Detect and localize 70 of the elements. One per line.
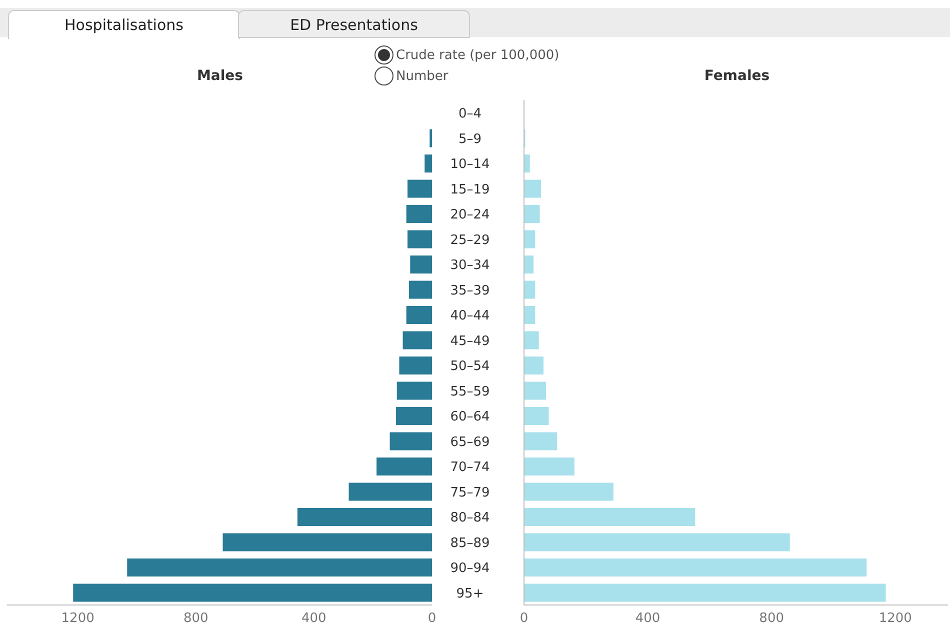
x-tick-label: 0 — [428, 611, 436, 626]
bar — [524, 508, 696, 526]
bar — [524, 458, 574, 476]
bar — [402, 331, 432, 350]
bar — [73, 584, 432, 602]
y-tick-label: 65–69 — [450, 434, 490, 450]
tab: ED Presentations — [238, 10, 470, 38]
bar — [406, 205, 432, 223]
y-tick-label: 95+ — [456, 586, 484, 602]
y-tick-label: 0–4 — [458, 106, 482, 122]
x-tick-label: 800 — [183, 611, 208, 626]
y-tick-label: 5–9 — [458, 132, 482, 147]
bar — [408, 230, 432, 248]
y-tick-label: 20–24 — [450, 208, 490, 223]
y-tick-label: 90–94 — [450, 561, 490, 576]
bar — [524, 558, 867, 576]
text: Number — [396, 68, 448, 84]
bar — [524, 306, 536, 324]
y-tick-label: 60–64 — [450, 410, 490, 425]
y-tick-label: 70–74 — [450, 460, 490, 476]
y-tick-label: 40–44 — [450, 308, 490, 324]
tab: Hospitalisations — [8, 10, 240, 39]
bar — [390, 432, 432, 450]
y-tick-label: 55–59 — [450, 384, 490, 400]
y-tick-label: 45–49 — [450, 334, 490, 349]
bar — [524, 482, 614, 501]
y-tick-label: 10–14 — [450, 157, 490, 172]
bar — [424, 154, 432, 172]
bar — [524, 432, 558, 450]
bar — [524, 154, 530, 172]
x-tick-label: 0 — [520, 611, 528, 626]
bar — [524, 230, 536, 248]
bar — [396, 407, 432, 425]
bar — [524, 533, 790, 552]
bar — [399, 356, 432, 374]
x-tick-label: 800 — [759, 611, 784, 626]
bar — [406, 306, 432, 324]
bar — [297, 508, 432, 526]
bar — [524, 205, 540, 223]
bar — [524, 331, 539, 350]
y-tick-label: 75–79 — [450, 485, 490, 500]
y-tick-label: 25–29 — [450, 232, 490, 248]
text: Crude rate (per 100,000) — [396, 48, 560, 62]
bar — [524, 407, 549, 425]
y-tick-label: 85–89 — [450, 536, 490, 551]
chart-title: Females — [704, 68, 770, 84]
bar — [524, 584, 886, 602]
y-tick-label: 50–54 — [450, 359, 490, 374]
x-tick-label: 400 — [635, 611, 660, 626]
chart-title: Males — [196, 68, 243, 84]
y-tick-label: 35–39 — [450, 283, 490, 298]
bar — [127, 558, 432, 576]
bar — [376, 458, 432, 476]
bar — [524, 180, 542, 198]
bar — [408, 180, 432, 198]
bar — [524, 356, 544, 374]
x-tick-label: 400 — [302, 611, 326, 626]
bar — [348, 482, 432, 501]
x-tick-label: 1200 — [878, 611, 912, 626]
y-tick-label: 30–34 — [450, 258, 490, 274]
bar — [410, 256, 432, 274]
bar — [524, 382, 546, 400]
bar — [396, 382, 432, 400]
bar — [408, 280, 432, 299]
y-tick-label: 15–19 — [450, 182, 490, 198]
bar — [524, 256, 534, 274]
y-tick-label: 80–84 — [450, 510, 490, 526]
x-tick-label: 1200 — [61, 611, 94, 626]
bar — [222, 533, 432, 552]
bar — [524, 280, 536, 299]
